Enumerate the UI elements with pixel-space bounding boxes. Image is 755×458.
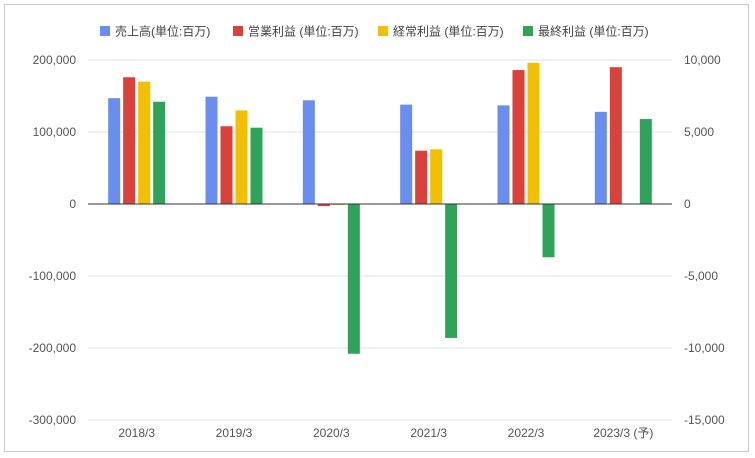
bar-2-2023/3 (予) bbox=[609, 67, 622, 204]
right-axis-tick-label: 0 bbox=[684, 197, 691, 211]
x-axis-tick-label: 2018/3 bbox=[118, 426, 155, 440]
bar-4-2021/3 bbox=[445, 204, 458, 338]
bar-2-2021/3 bbox=[415, 150, 428, 204]
left-axis-tick-label: 0 bbox=[69, 197, 76, 211]
legend-swatch bbox=[233, 26, 243, 36]
legend-label: 経常利益 (単位:百万) bbox=[393, 24, 504, 39]
bar-4-2022/3 bbox=[542, 204, 555, 258]
legend-label: 売上高(単位:百万) bbox=[115, 24, 210, 39]
bar-3-2019/3 bbox=[235, 110, 248, 204]
bar-2-2022/3 bbox=[512, 70, 525, 204]
bars bbox=[108, 62, 652, 354]
left-axis-tick-label: -200,000 bbox=[29, 341, 77, 355]
left-axis-tick-label: 100,000 bbox=[33, 125, 77, 139]
right-axis-tick-label: 5,000 bbox=[684, 125, 714, 139]
x-axis-tick-label: 2019/3 bbox=[216, 426, 253, 440]
bar-2-2018/3 bbox=[123, 77, 136, 204]
legend-swatch bbox=[523, 26, 533, 36]
left-axis-tick-label: -300,000 bbox=[29, 413, 77, 427]
bar-4-2020/3 bbox=[347, 204, 360, 354]
x-axis-tick-label: 2020/3 bbox=[313, 426, 350, 440]
x-axis-tick-label: 2023/3 (予) bbox=[593, 426, 653, 440]
grid-lines bbox=[88, 59, 672, 421]
bar-3-2018/3 bbox=[138, 81, 151, 204]
bar-1-2019/3 bbox=[205, 96, 218, 204]
bar-1-2020/3 bbox=[302, 100, 315, 204]
legend-label: 営業利益 (単位:百万) bbox=[248, 24, 359, 39]
legend: 売上高(単位:百万) 営業利益 (単位:百万) 経常利益 (単位:百万) 最終利益 (… bbox=[100, 24, 649, 39]
bar-1-2022/3 bbox=[497, 105, 510, 204]
bar-1-2023/3 (予) bbox=[594, 111, 607, 204]
bar-3-2021/3 bbox=[430, 149, 443, 204]
legend-swatch bbox=[378, 26, 388, 36]
left-axis-tick-label: -100,000 bbox=[29, 269, 77, 283]
x-axis-tick-label: 2021/3 bbox=[410, 426, 447, 440]
left-axis-tick-label: 200,000 bbox=[33, 53, 77, 67]
right-axis-ticks: 10,000 5,000 0 -5,000 -10,000 -15,000 bbox=[684, 53, 725, 427]
bar-1-2018/3 bbox=[108, 98, 121, 204]
bar-4-2019/3 bbox=[250, 127, 263, 204]
bar-2-2019/3 bbox=[220, 126, 233, 204]
bar-4-2018/3 bbox=[153, 101, 166, 204]
right-axis-tick-label: 10,000 bbox=[684, 53, 721, 67]
right-axis-tick-label: -10,000 bbox=[684, 341, 725, 355]
bar-4-2023/3 (予) bbox=[639, 119, 652, 204]
left-axis-ticks: 200,000 100,000 0 -100,000 -200,000 -300,000 bbox=[29, 53, 77, 427]
bar-2-2020/3 bbox=[317, 204, 330, 207]
legend-label: 最終利益 (単位:百万) bbox=[538, 24, 649, 39]
x-axis-ticks: 2018/3 2019/3 2020/3 2021/3 2022/3 2023/3 (予) bbox=[118, 426, 653, 440]
bar-3-2022/3 bbox=[527, 62, 540, 204]
right-axis-tick-label: -5,000 bbox=[684, 269, 718, 283]
legend-swatch bbox=[100, 26, 110, 36]
x-axis-tick-label: 2022/3 bbox=[508, 426, 545, 440]
right-axis-tick-label: -15,000 bbox=[684, 413, 725, 427]
bar-1-2021/3 bbox=[400, 104, 413, 204]
